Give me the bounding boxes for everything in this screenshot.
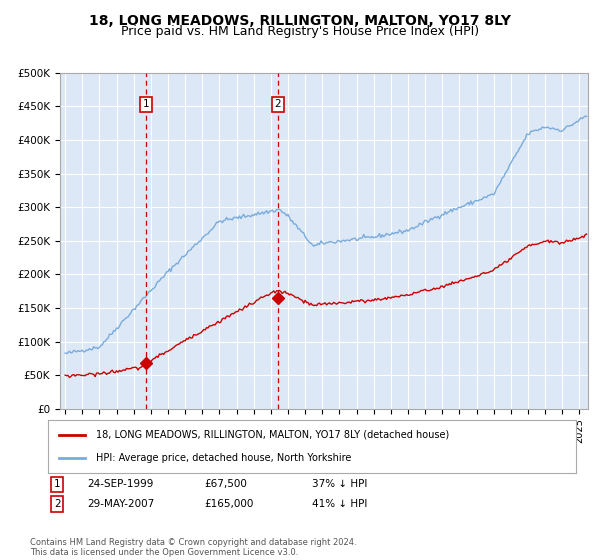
Text: 18, LONG MEADOWS, RILLINGTON, MALTON, YO17 8LY (detached house): 18, LONG MEADOWS, RILLINGTON, MALTON, YO… (95, 430, 449, 440)
Text: 1: 1 (143, 99, 149, 109)
Text: 2: 2 (54, 499, 61, 509)
Text: HPI: Average price, detached house, North Yorkshire: HPI: Average price, detached house, Nort… (95, 453, 351, 463)
Text: 41% ↓ HPI: 41% ↓ HPI (312, 499, 367, 509)
Text: 29-MAY-2007: 29-MAY-2007 (87, 499, 154, 509)
Text: 18, LONG MEADOWS, RILLINGTON, MALTON, YO17 8LY: 18, LONG MEADOWS, RILLINGTON, MALTON, YO… (89, 14, 511, 28)
Text: £67,500: £67,500 (204, 479, 247, 489)
Bar (146, 73, 278, 409)
Text: £165,000: £165,000 (204, 499, 253, 509)
Text: Price paid vs. HM Land Registry's House Price Index (HPI): Price paid vs. HM Land Registry's House … (121, 25, 479, 38)
Text: 1: 1 (54, 479, 61, 489)
Text: 37% ↓ HPI: 37% ↓ HPI (312, 479, 367, 489)
Text: 24-SEP-1999: 24-SEP-1999 (87, 479, 154, 489)
Text: 2: 2 (275, 99, 281, 109)
Text: Contains HM Land Registry data © Crown copyright and database right 2024.
This d: Contains HM Land Registry data © Crown c… (30, 538, 356, 557)
